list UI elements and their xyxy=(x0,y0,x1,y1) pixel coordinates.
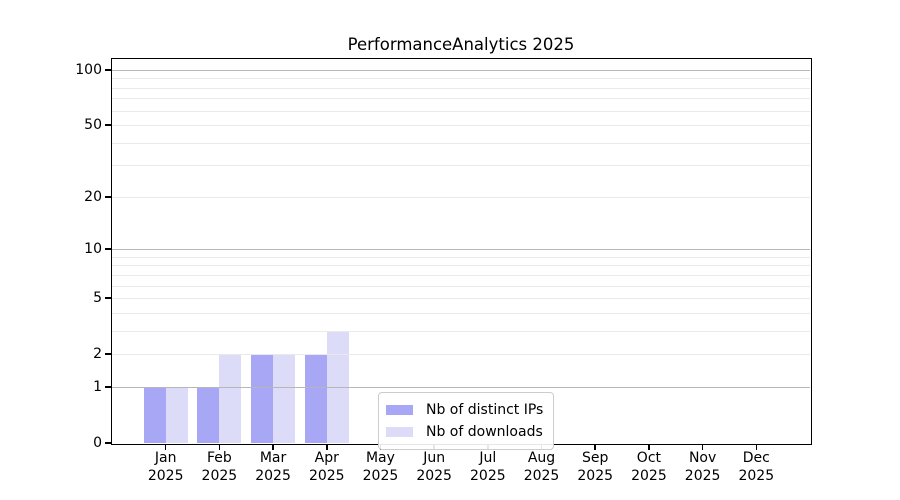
gridline xyxy=(112,98,810,100)
x-tick-label: Feb 2025 xyxy=(202,450,238,485)
y-tick-label: 100 xyxy=(75,61,102,78)
y-tick-label: 5 xyxy=(93,290,102,307)
gridline xyxy=(112,125,810,127)
x-tick-label: Mar 2025 xyxy=(255,450,291,485)
gridline xyxy=(112,330,810,332)
x-tick-month: Jul xyxy=(479,450,497,466)
x-tick-label: Apr 2025 xyxy=(309,450,345,485)
x-tick-year: 2025 xyxy=(362,467,399,484)
y-tick-label: 2 xyxy=(93,346,102,363)
legend-label-downloads: Nb of downloads xyxy=(426,424,543,440)
y-tick-mark xyxy=(105,196,111,198)
y-tick-mark xyxy=(105,297,111,299)
gridline xyxy=(112,285,810,287)
x-tick-month: Feb xyxy=(206,450,232,466)
bar-distinct-ips xyxy=(197,386,220,443)
plot-area: Nb of distinct IPs Nb of downloads xyxy=(105,57,812,450)
bar-downloads xyxy=(273,354,296,443)
x-tick-mark xyxy=(164,444,167,450)
x-tick-month: Nov xyxy=(688,450,717,466)
y-tick-label: 20 xyxy=(84,188,102,205)
x-tick-month: Oct xyxy=(636,450,662,466)
gridline xyxy=(112,196,810,198)
x-tick-year: 2025 xyxy=(631,467,667,484)
gridline xyxy=(112,312,810,314)
gridline xyxy=(112,69,810,71)
x-tick-year: 2025 xyxy=(470,467,506,484)
x-tick-month: Jan xyxy=(154,450,177,466)
legend-swatch-distinct-ips xyxy=(386,405,413,415)
x-tick-label: Nov 2025 xyxy=(685,450,721,485)
x-tick-year: 2025 xyxy=(308,467,345,484)
y-tick-mark xyxy=(105,69,111,71)
x-tick-month: Jun xyxy=(423,450,446,466)
legend-label-distinct-ips: Nb of distinct IPs xyxy=(426,402,544,418)
x-tick-label: Aug 2025 xyxy=(524,450,560,485)
bar-downloads xyxy=(219,354,242,443)
x-tick-label: Jun 2025 xyxy=(416,450,452,485)
y-tick-mark xyxy=(105,248,111,250)
x-tick-month: Dec xyxy=(742,450,770,466)
x-tick-month: Apr xyxy=(314,450,339,466)
x-tick-mark xyxy=(701,444,704,450)
x-tick-year: 2025 xyxy=(147,467,184,484)
x-tick-year: 2025 xyxy=(255,467,291,484)
y-tick-mark xyxy=(105,124,111,126)
x-tick-mark xyxy=(755,444,758,450)
x-tick-label: Jan 2025 xyxy=(148,450,184,485)
y-tick-label: 1 xyxy=(93,378,102,395)
x-tick-mark xyxy=(594,444,596,450)
x-tick-mark xyxy=(648,444,650,450)
gridline xyxy=(112,110,810,112)
y-axis-labels: 0 1 2 5 10 20 50 100 xyxy=(0,59,102,451)
y-tick-mark xyxy=(105,442,111,444)
gridline xyxy=(112,256,810,258)
gridline xyxy=(112,274,810,276)
x-tick-mark xyxy=(218,444,221,450)
legend: Nb of distinct IPs Nb of downloads xyxy=(378,392,555,450)
x-tick-month: May xyxy=(365,450,395,466)
gridline xyxy=(112,249,810,251)
legend-item-downloads: Nb of downloads xyxy=(386,421,543,443)
x-tick-month: Mar xyxy=(259,450,287,466)
gridline xyxy=(112,265,810,267)
x-tick-year: 2025 xyxy=(201,467,238,484)
bar-distinct-ips xyxy=(143,386,166,443)
x-tick-label: Jul 2025 xyxy=(470,450,506,485)
x-tick-year: 2025 xyxy=(523,467,560,484)
y-tick-label: 0 xyxy=(93,435,102,451)
bar-downloads xyxy=(165,386,188,443)
x-tick-month: Aug xyxy=(527,450,556,466)
x-tick-year: 2025 xyxy=(577,467,614,484)
gridline xyxy=(112,87,810,89)
x-tick-year: 2025 xyxy=(738,467,775,484)
x-tick-month: Sep xyxy=(582,450,609,466)
gridline xyxy=(112,386,810,388)
y-tick-label: 10 xyxy=(84,241,102,258)
gridline xyxy=(112,298,810,300)
y-tick-mark xyxy=(105,386,111,388)
gridline xyxy=(112,78,810,80)
x-tick-label: Sep 2025 xyxy=(577,450,613,485)
gridline xyxy=(112,142,810,144)
gridline xyxy=(112,165,810,167)
chart-title: PerformanceAnalytics 2025 xyxy=(347,35,575,54)
x-tick-label: Oct 2025 xyxy=(631,450,667,485)
bar-distinct-ips xyxy=(304,354,327,443)
x-tick-year: 2025 xyxy=(684,467,721,484)
legend-item-distinct-ips: Nb of distinct IPs xyxy=(386,399,543,421)
legend-swatch-downloads xyxy=(386,427,413,437)
bar-distinct-ips xyxy=(251,354,274,443)
y-tick-label: 50 xyxy=(84,117,102,134)
x-tick-label: Dec 2025 xyxy=(738,450,774,485)
gridline xyxy=(112,354,810,356)
x-tick-mark xyxy=(326,444,328,450)
x-tick-year: 2025 xyxy=(416,467,452,484)
y-tick-mark xyxy=(105,353,111,355)
x-tick-mark xyxy=(272,444,274,450)
x-axis-labels: Jan 2025 Feb 2025 Mar 2025 Apr 2025 May 2025 Jun 20… xyxy=(112,450,810,490)
x-tick-label: May 2025 xyxy=(363,450,399,485)
